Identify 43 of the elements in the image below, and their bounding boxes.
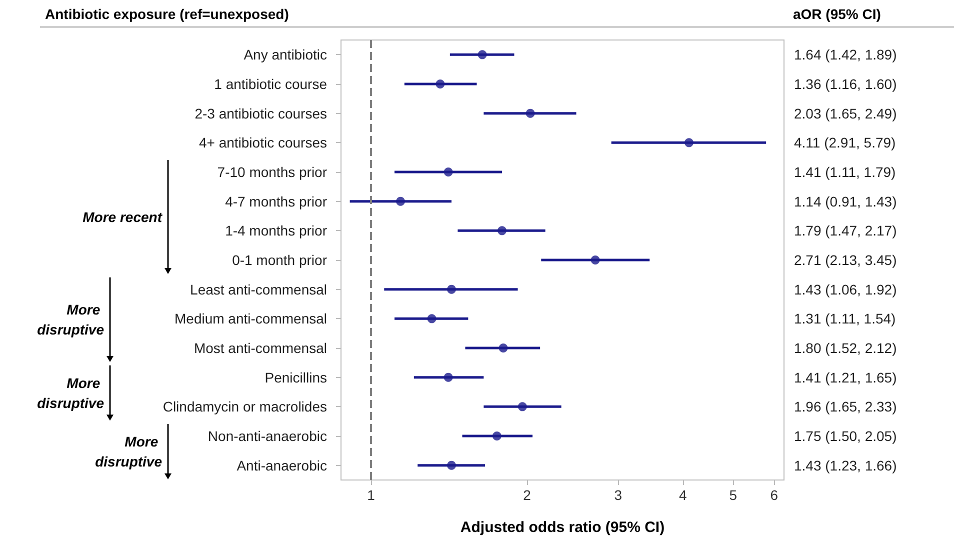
y-tick-label: Penicillins — [264, 369, 327, 386]
y-tick-label: 1-4 months prior — [225, 222, 328, 239]
text: More disruptive — [95, 434, 162, 470]
text: More recent — [82, 209, 164, 225]
data-label: 1.79 (1.47, 2.17) — [794, 222, 897, 239]
data-label: 4.11 (2.91, 5.79) — [794, 134, 896, 151]
data-label: 1.14 (0.91, 1.43) — [794, 193, 897, 210]
data-label: 1.36 (1.16, 1.60) — [794, 76, 897, 92]
data-label: 1.75 (1.50, 2.05) — [794, 428, 897, 444]
x-tick-label: 4 — [678, 487, 687, 503]
y-tick-label: 4-7 months prior — [225, 193, 328, 210]
y-axis-title: Antibiotic exposure (ref=unexposed) — [45, 6, 289, 22]
y-tick-label: Anti-anaerobic — [236, 457, 327, 474]
data-label: 2.03 (1.65, 2.49) — [794, 105, 897, 122]
x-tick-label: 6 — [770, 487, 778, 503]
y-tick-label: 1 antibiotic course — [214, 76, 328, 92]
y-tick-label: Any antibiotic — [244, 46, 327, 63]
y-tick-label: Least anti-commensal — [190, 281, 327, 298]
x-tick-label: 2 — [523, 487, 532, 503]
data-label: 1.43 (1.23, 1.66) — [794, 457, 897, 474]
y-tick-label: 7-10 months prior — [217, 164, 328, 180]
y-tick-label: 4+ antibiotic courses — [198, 134, 327, 151]
y2-axis-title: aOR (95% CI) — [793, 6, 881, 22]
x-tick-label: 1 — [367, 487, 376, 503]
text: More disruptive — [37, 375, 104, 411]
text: More disruptive — [37, 302, 104, 338]
data-label: 1.80 (1.52, 2.12) — [794, 340, 897, 356]
data-label: 1.41 (1.21, 1.65) — [794, 369, 897, 386]
x-axis-title: Adjusted odds ratio (95% CI) — [460, 519, 665, 536]
y-tick-label: Medium anti-commensal — [174, 310, 327, 327]
data-label: 1.96 (1.65, 2.33) — [794, 398, 897, 415]
y-tick-label: Non-anti-anaerobic — [208, 428, 327, 444]
y-tick-label: 0-1 month prior — [232, 252, 328, 268]
y-tick-label: 2-3 antibiotic courses — [194, 105, 327, 122]
x-tick-label: 3 — [614, 487, 622, 503]
x-tick-label: 5 — [729, 487, 738, 503]
data-label: 1.31 (1.11, 1.54) — [794, 310, 896, 327]
data-label: 1.43 (1.06, 1.92) — [794, 281, 897, 298]
data-label: 1.64 (1.42, 1.89) — [794, 46, 897, 63]
y-tick-label: Clindamycin or macrolides — [162, 398, 327, 415]
data-label: 2.71 (2.13, 3.45) — [794, 252, 897, 268]
data-label: 1.41 (1.11, 1.79) — [794, 164, 896, 180]
y-tick-label: Most anti-commensal — [194, 340, 327, 356]
